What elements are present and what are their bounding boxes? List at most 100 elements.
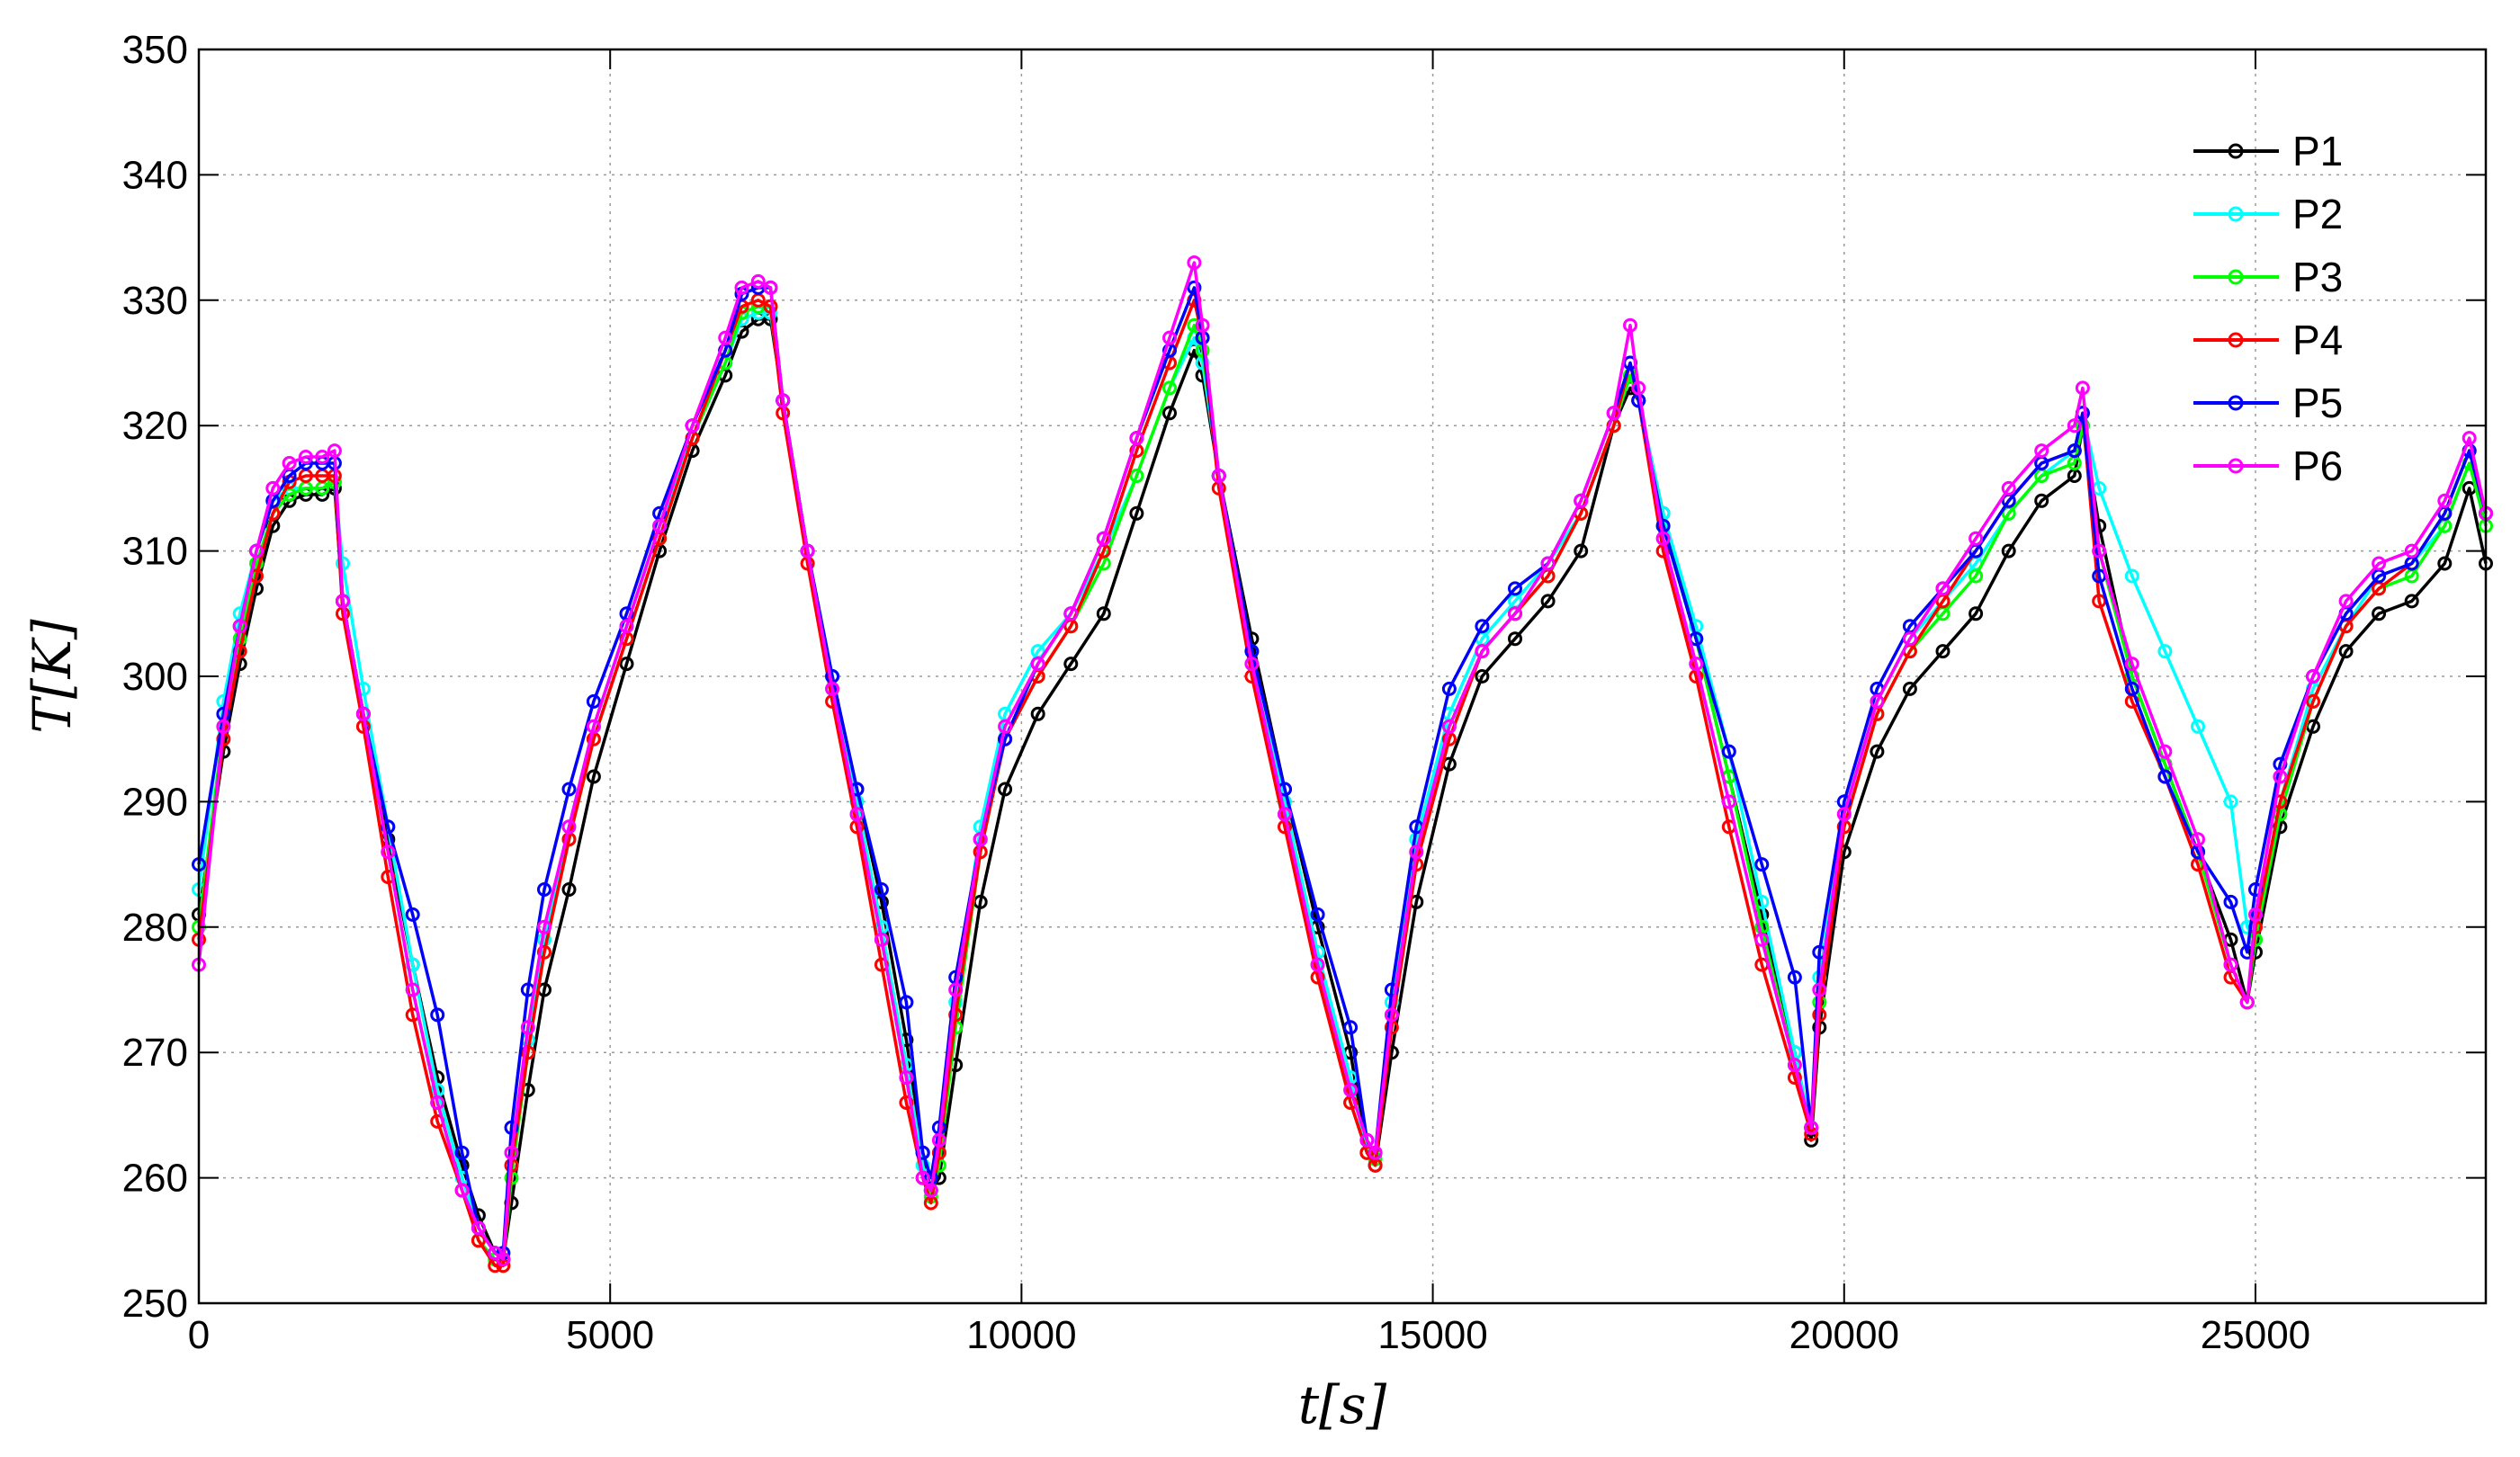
data-point bbox=[1162, 406, 1177, 421]
data-point bbox=[750, 273, 766, 289]
data-point bbox=[1244, 657, 1260, 672]
y-tick-label: 350 bbox=[122, 28, 188, 72]
y-axis-label: T[K] bbox=[22, 619, 83, 734]
data-point bbox=[1870, 744, 1885, 759]
data-point bbox=[2306, 669, 2320, 684]
legend-label: P4 bbox=[2292, 317, 2343, 363]
data-point bbox=[2067, 418, 2082, 434]
data-point bbox=[216, 719, 231, 734]
data-point bbox=[1655, 531, 1671, 546]
data-point bbox=[1359, 1132, 1375, 1148]
data-point bbox=[1935, 644, 1951, 659]
legend-label: P1 bbox=[2292, 128, 2343, 174]
data-point bbox=[496, 1252, 511, 1267]
x-tick-label: 20000 bbox=[1789, 1313, 1899, 1357]
data-point bbox=[2239, 995, 2255, 1010]
legend-label: P2 bbox=[2292, 191, 2343, 237]
y-tick-label: 340 bbox=[122, 153, 188, 197]
legend-label: P6 bbox=[2292, 442, 2343, 489]
data-point bbox=[1063, 606, 1079, 621]
data-point bbox=[2124, 657, 2139, 672]
series-line bbox=[197, 261, 2488, 1261]
data-point bbox=[2124, 568, 2139, 584]
data-point bbox=[2157, 644, 2173, 659]
data-point bbox=[1508, 581, 1522, 596]
data-point bbox=[1968, 606, 1984, 621]
data-point bbox=[2157, 744, 2173, 759]
data-point bbox=[998, 719, 1013, 734]
legend-item: P4 bbox=[2193, 317, 2343, 363]
data-point bbox=[849, 807, 865, 822]
data-point bbox=[1540, 594, 1556, 609]
data-point bbox=[336, 594, 350, 609]
data-point bbox=[561, 819, 577, 835]
data-point bbox=[520, 1020, 535, 1035]
data-point bbox=[1508, 631, 1522, 647]
data-point bbox=[1409, 845, 1424, 860]
data-point bbox=[1368, 1145, 1383, 1160]
data-point bbox=[734, 280, 749, 295]
y-tick-label: 320 bbox=[122, 404, 188, 448]
data-point bbox=[1162, 330, 1177, 345]
data-point bbox=[915, 1170, 930, 1185]
data-point bbox=[1211, 469, 1226, 483]
x-tick-label: 0 bbox=[188, 1313, 210, 1357]
data-point bbox=[2223, 894, 2238, 909]
data-point bbox=[327, 443, 342, 459]
data-point bbox=[1812, 982, 1827, 997]
y-tick-label: 250 bbox=[122, 1282, 188, 1326]
data-point bbox=[1574, 543, 1589, 559]
data-point bbox=[2437, 556, 2453, 571]
data-point bbox=[1096, 606, 1111, 621]
data-point bbox=[561, 882, 577, 897]
data-point bbox=[931, 1132, 946, 1148]
data-point bbox=[874, 932, 889, 947]
data-point bbox=[763, 280, 778, 295]
data-point bbox=[1187, 255, 1202, 270]
data-point bbox=[1540, 556, 1556, 571]
data-point bbox=[1096, 531, 1111, 546]
data-point bbox=[1689, 657, 1704, 672]
data-point bbox=[619, 657, 634, 672]
x-tick-label: 5000 bbox=[566, 1313, 654, 1357]
data-point bbox=[1063, 657, 1079, 672]
data-point bbox=[2372, 606, 2387, 621]
data-point bbox=[2273, 769, 2288, 784]
data-point bbox=[1574, 493, 1589, 508]
y-tick-label: 260 bbox=[122, 1157, 188, 1201]
data-point bbox=[1187, 280, 1202, 295]
data-point bbox=[1441, 681, 1457, 696]
x-tick-label: 15000 bbox=[1377, 1313, 1487, 1357]
tick-labels: 0 5000 10000 15000 20000 25000 250 260 270 280 290… bbox=[122, 28, 2311, 1357]
data-point bbox=[2034, 443, 2049, 459]
data-point bbox=[1441, 719, 1457, 734]
y-tick-label: 290 bbox=[122, 780, 188, 824]
legend-swatch-marker bbox=[2228, 395, 2244, 411]
data-point bbox=[454, 1145, 470, 1160]
data-point bbox=[1968, 568, 1984, 584]
data-point bbox=[1606, 406, 1621, 421]
data-point bbox=[2248, 907, 2263, 922]
data-point bbox=[2404, 543, 2419, 559]
legend: P1 P2 P3 P4 P5 P6 bbox=[2193, 128, 2343, 489]
data-point bbox=[232, 619, 247, 634]
data-point bbox=[2404, 594, 2419, 609]
data-point bbox=[2092, 543, 2107, 559]
data-point bbox=[923, 1183, 938, 1198]
data-point bbox=[2075, 380, 2090, 396]
ticks bbox=[198, 49, 2486, 1304]
data-point bbox=[315, 450, 330, 464]
data-point bbox=[915, 1145, 930, 1160]
data-point bbox=[1721, 794, 1736, 809]
data-point bbox=[2338, 594, 2354, 609]
data-point bbox=[825, 681, 840, 696]
data-point bbox=[1129, 431, 1144, 446]
data-point bbox=[586, 719, 601, 734]
data-point bbox=[800, 543, 815, 559]
data-point bbox=[973, 832, 988, 847]
x-tick-label: 25000 bbox=[2201, 1313, 2310, 1357]
legend-swatch-marker bbox=[2228, 206, 2244, 222]
data-point bbox=[265, 480, 281, 496]
data-point bbox=[355, 706, 371, 721]
data-point bbox=[948, 1007, 964, 1023]
